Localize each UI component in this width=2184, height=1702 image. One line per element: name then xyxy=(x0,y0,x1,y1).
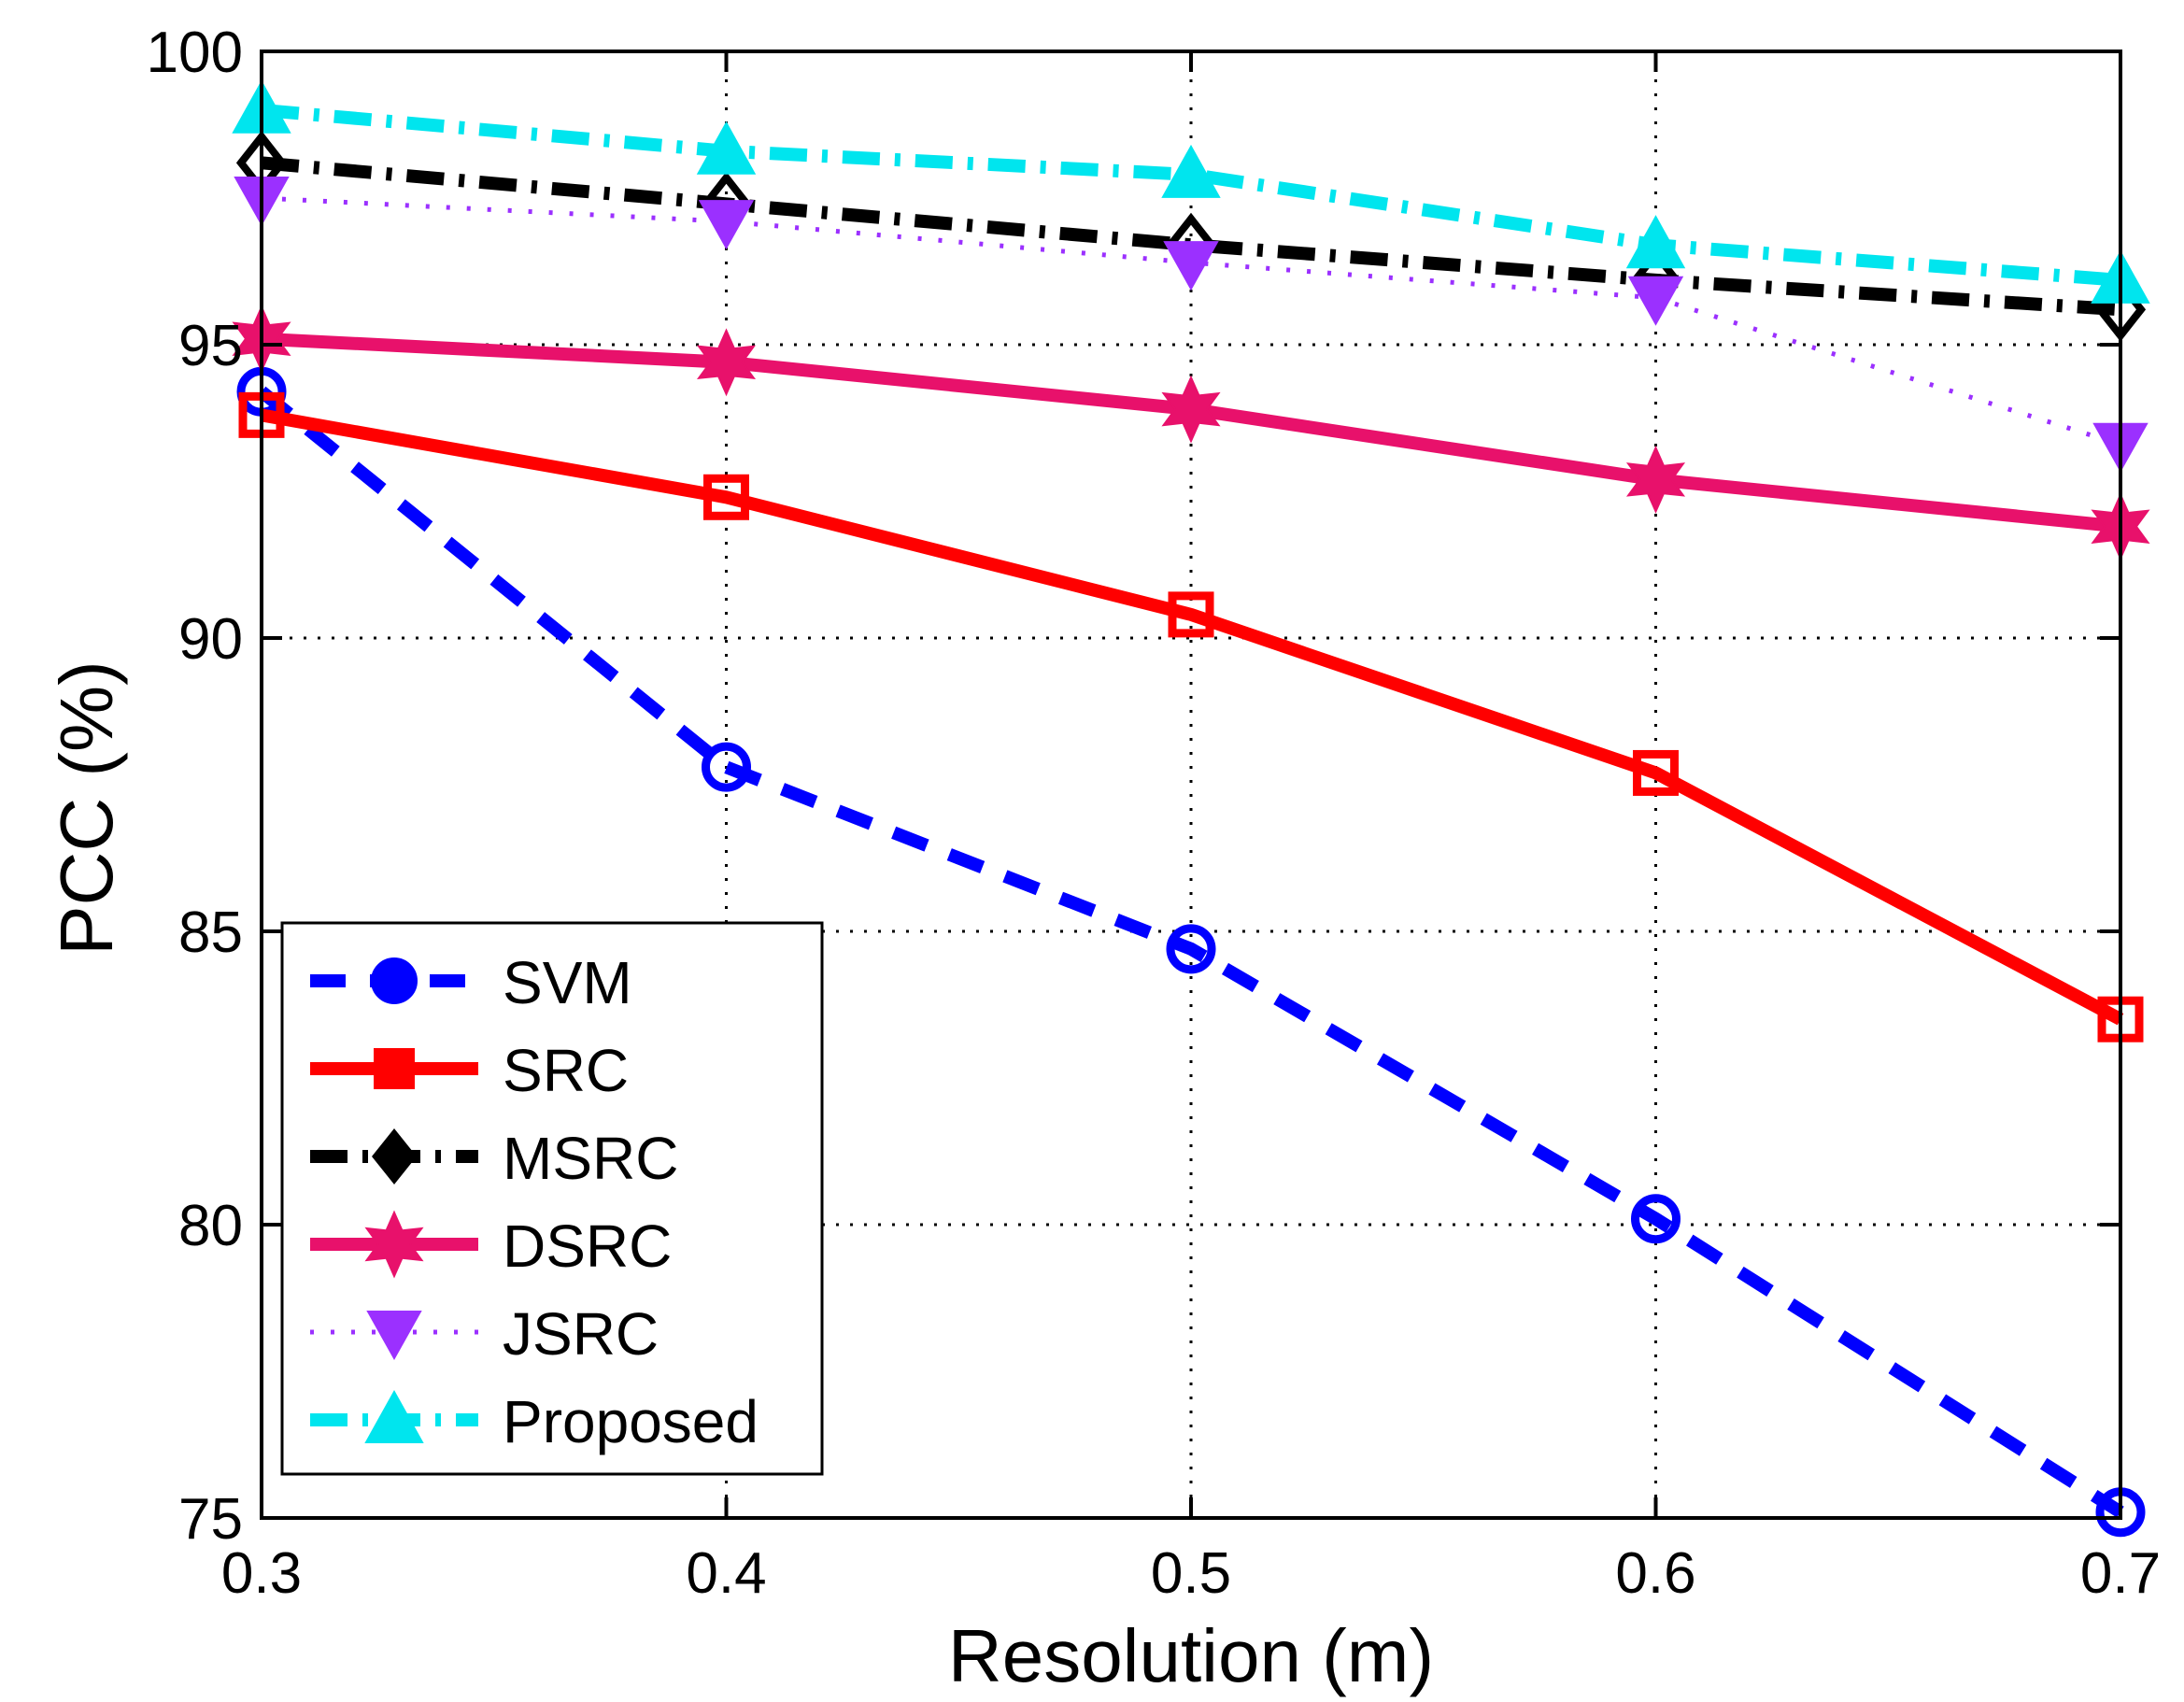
y-tick-label: 85 xyxy=(178,901,243,965)
series-line-svm xyxy=(257,386,2124,1518)
data-point-dsrc xyxy=(696,328,757,397)
x-tick-label: 0.6 xyxy=(1615,1541,1695,1606)
data-point-dsrc xyxy=(1161,375,1221,444)
series-line-src xyxy=(260,408,2124,1026)
y-tick-label: 80 xyxy=(178,1194,243,1258)
legend-marker-src xyxy=(374,1048,415,1089)
x-tick-label: 0.7 xyxy=(2080,1541,2161,1606)
data-point-svm xyxy=(702,742,751,792)
legend-box xyxy=(280,921,824,1476)
data-point-src xyxy=(1168,591,1214,638)
series-layer xyxy=(232,79,2150,1538)
x-tick-label: 0.3 xyxy=(221,1541,302,1606)
data-point-dsrc xyxy=(1625,445,1686,514)
legend-label-dsrc: DSRC xyxy=(503,1213,672,1280)
legend-marker-jsrc xyxy=(366,1311,422,1361)
data-point-proposed xyxy=(696,121,757,175)
data-point-svm xyxy=(1631,1194,1681,1244)
ticks xyxy=(260,50,2122,1520)
data-point-proposed xyxy=(1625,215,1686,269)
legend-entry-msrc: MSRC xyxy=(310,1125,678,1192)
legend-label-src: SRC xyxy=(503,1037,629,1104)
y-tick-label: 100 xyxy=(147,21,243,85)
legend: SVM SRC MSRC DSRC JSRC Proposed xyxy=(280,921,824,1476)
legend-entry-jsrc: JSRC xyxy=(310,1300,659,1368)
legend-label-msrc: MSRC xyxy=(503,1125,678,1192)
legend-marker-dsrc xyxy=(364,1210,424,1279)
series-line-jsrc xyxy=(261,195,2121,447)
tick-labels: 0.3 0.4 0.5 0.6 0.7 75 80 85 90 95 100 xyxy=(147,21,2162,1606)
data-point-proposed xyxy=(1161,144,1221,198)
legend-label-proposed: Proposed xyxy=(503,1388,759,1455)
data-point-svm xyxy=(1166,924,1216,974)
y-tick-label: 90 xyxy=(178,607,243,672)
y-tick-label: 95 xyxy=(178,314,243,378)
legend-marker-msrc xyxy=(372,1128,417,1184)
legend-entry-dsrc: DSRC xyxy=(310,1210,672,1280)
legend-label-svm: SVM xyxy=(503,949,632,1016)
series-line-msrc xyxy=(261,156,2121,317)
x-axis-label: Resolution (m) xyxy=(948,1614,1434,1697)
x-tick-label: 0.5 xyxy=(1151,1541,1231,1606)
legend-marker-svm xyxy=(371,957,418,1004)
legend-entry-src: SRC xyxy=(310,1037,629,1104)
data-point-jsrc xyxy=(1627,276,1684,326)
data-point-src xyxy=(703,474,749,520)
legend-entry-proposed: Proposed xyxy=(310,1388,759,1455)
data-point-src xyxy=(1633,749,1679,796)
x-tick-label: 0.4 xyxy=(686,1541,766,1606)
legend-marker-proposed xyxy=(364,1389,424,1443)
legend-label-jsrc: JSRC xyxy=(503,1300,659,1368)
y-axis-label: PCC (%) xyxy=(45,660,128,956)
y-tick-label: 75 xyxy=(178,1487,243,1552)
data-point-jsrc xyxy=(698,200,755,250)
data-point-jsrc xyxy=(1163,241,1219,291)
legend-entry-svm: SVM xyxy=(310,949,632,1016)
